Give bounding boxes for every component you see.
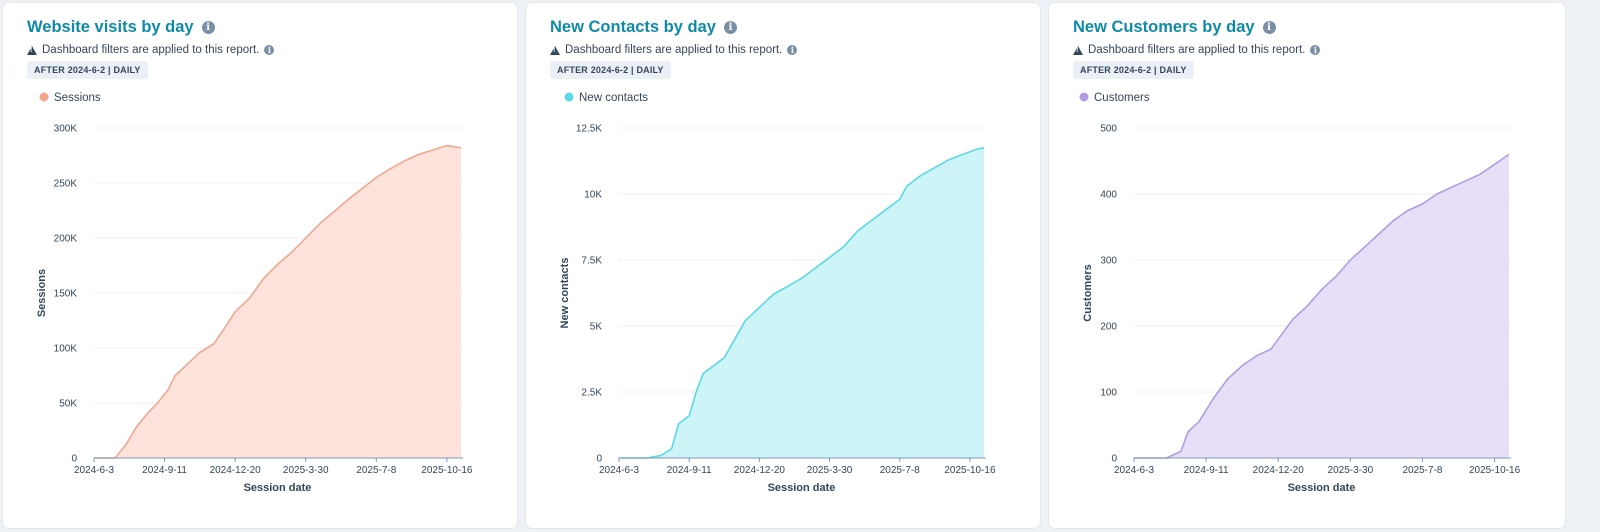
chart-new-contacts: New contacts 0 2.5K 5K 7.5K 10K 12.5K 2024-6-3 2… xyxy=(559,92,996,494)
x-tick-label: 2024-9-11 xyxy=(142,465,187,476)
y-tick-label: 2.5K xyxy=(581,388,602,399)
y-tick-label: 0 xyxy=(71,454,77,465)
info-icon[interactable]: i xyxy=(723,20,737,34)
info-icon[interactable]: i xyxy=(264,45,275,55)
y-axis-title: Sessions xyxy=(36,269,48,317)
x-tick-label: 2024-6-3 xyxy=(1114,465,1154,476)
report-card-header: New Customers by day i Dashboard filters… xyxy=(1073,16,1545,79)
legend-label: New contacts xyxy=(579,92,648,104)
x-tick-label: 2025-3-30 xyxy=(807,465,853,476)
series-area xyxy=(619,147,984,459)
y-tick-label: 250K xyxy=(54,179,78,190)
x-tick-label: 2024-12-20 xyxy=(734,465,786,476)
info-icon[interactable]: i xyxy=(1310,45,1321,55)
x-tick-label: 2025-10-16 xyxy=(1469,465,1521,476)
report-card-new-customers: New Customers by day i Dashboard filters… xyxy=(1049,3,1565,528)
report-card-header: Website visits by day i Dashboard filter… xyxy=(27,16,497,79)
x-tick-label: 2024-9-11 xyxy=(1184,465,1229,476)
x-tick-label: 2024-6-3 xyxy=(599,465,639,476)
x-tick-label: 2024-12-20 xyxy=(210,465,262,476)
x-tick-label: 2024-12-20 xyxy=(1253,465,1305,476)
y-tick-label: 50K xyxy=(59,399,77,410)
y-tick-label: 100K xyxy=(54,344,78,355)
report-title[interactable]: New Contacts by day xyxy=(550,17,716,36)
x-tick-label: 2025-7-8 xyxy=(880,465,920,476)
y-tick-label: 500 xyxy=(1100,124,1117,135)
report-title[interactable]: Website visits by day xyxy=(27,17,194,36)
report-card-header: New Contacts by day i Dashboard filters … xyxy=(550,16,1020,79)
filter-notice-text: Dashboard filters are applied to this re… xyxy=(1088,44,1306,56)
x-axis-title: Session date xyxy=(1288,482,1356,494)
y-tick-label: 10K xyxy=(584,190,602,201)
y-tick-label: 200 xyxy=(1100,322,1117,333)
filter-badge[interactable]: AFTER 2024-6-2 | DAILY xyxy=(550,61,671,79)
info-icon[interactable]: i xyxy=(1262,20,1276,34)
y-tick-label: 100 xyxy=(1100,388,1117,399)
warning-icon xyxy=(550,45,560,55)
report-card-website-visits: Website visits by day i Dashboard filter… xyxy=(3,3,517,528)
series-line xyxy=(94,144,462,459)
legend-label: Customers xyxy=(1094,92,1150,104)
filter-notice: Dashboard filters are applied to this re… xyxy=(550,44,1020,56)
x-axis-title: Session date xyxy=(768,482,836,494)
x-axis-title: Session date xyxy=(244,482,312,494)
report-title[interactable]: New Customers by day xyxy=(1073,17,1255,36)
legend-label: Sessions xyxy=(54,92,101,104)
y-tick-label: 12.5K xyxy=(576,124,602,135)
filter-badge[interactable]: AFTER 2024-6-2 | DAILY xyxy=(27,61,148,79)
y-tick-label: 0 xyxy=(596,454,602,465)
legend-swatch xyxy=(1079,92,1089,102)
x-tick-label: 2025-7-8 xyxy=(356,465,396,476)
x-tick-label: 2025-10-16 xyxy=(944,465,996,476)
filter-notice: Dashboard filters are applied to this re… xyxy=(1073,44,1545,56)
report-card-new-contacts: New Contacts by day i Dashboard filters … xyxy=(526,3,1040,528)
series-area xyxy=(1134,154,1509,458)
x-tick-label: 2025-10-16 xyxy=(421,465,473,476)
y-tick-label: 150K xyxy=(54,289,78,300)
filter-badge[interactable]: AFTER 2024-6-2 | DAILY xyxy=(1073,61,1194,79)
y-tick-label: 200K xyxy=(54,234,78,245)
x-tick-label: 2025-3-30 xyxy=(283,465,329,476)
y-axis-title: Customers xyxy=(1082,264,1094,321)
x-tick-label: 2024-9-11 xyxy=(667,465,712,476)
warning-icon xyxy=(27,45,37,55)
x-tick-label: 2025-7-8 xyxy=(1402,465,1442,476)
chart-new-customers: Customers 0 100 200 300 400 500 2024-6-3 2024-9-… xyxy=(1079,92,1521,494)
legend-swatch xyxy=(564,92,574,102)
x-tick-label: 2024-6-3 xyxy=(74,465,114,476)
x-tick-label: 2025-3-30 xyxy=(1328,465,1374,476)
y-tick-label: 5K xyxy=(590,322,603,333)
y-tick-label: 7.5K xyxy=(581,256,602,267)
series-area xyxy=(94,145,461,458)
info-icon[interactable]: i xyxy=(787,45,798,55)
y-axis-title: New contacts xyxy=(559,258,571,329)
info-icon[interactable]: i xyxy=(201,20,215,34)
y-tick-label: 0 xyxy=(1111,454,1117,465)
filter-notice-text: Dashboard filters are applied to this re… xyxy=(565,44,783,56)
filter-notice: Dashboard filters are applied to this re… xyxy=(27,44,497,56)
series-line xyxy=(1134,153,1510,459)
warning-icon xyxy=(1073,45,1083,55)
filter-notice-text: Dashboard filters are applied to this re… xyxy=(42,44,260,56)
y-tick-label: 300K xyxy=(54,124,78,135)
legend-swatch xyxy=(39,92,49,102)
y-tick-label: 300 xyxy=(1100,256,1117,267)
chart-website-visits: Sessions 0 50K 100K 150K 200K 250K 300K 2024-6-3… xyxy=(36,92,473,494)
series-line xyxy=(619,147,985,459)
y-tick-label: 400 xyxy=(1100,190,1117,201)
